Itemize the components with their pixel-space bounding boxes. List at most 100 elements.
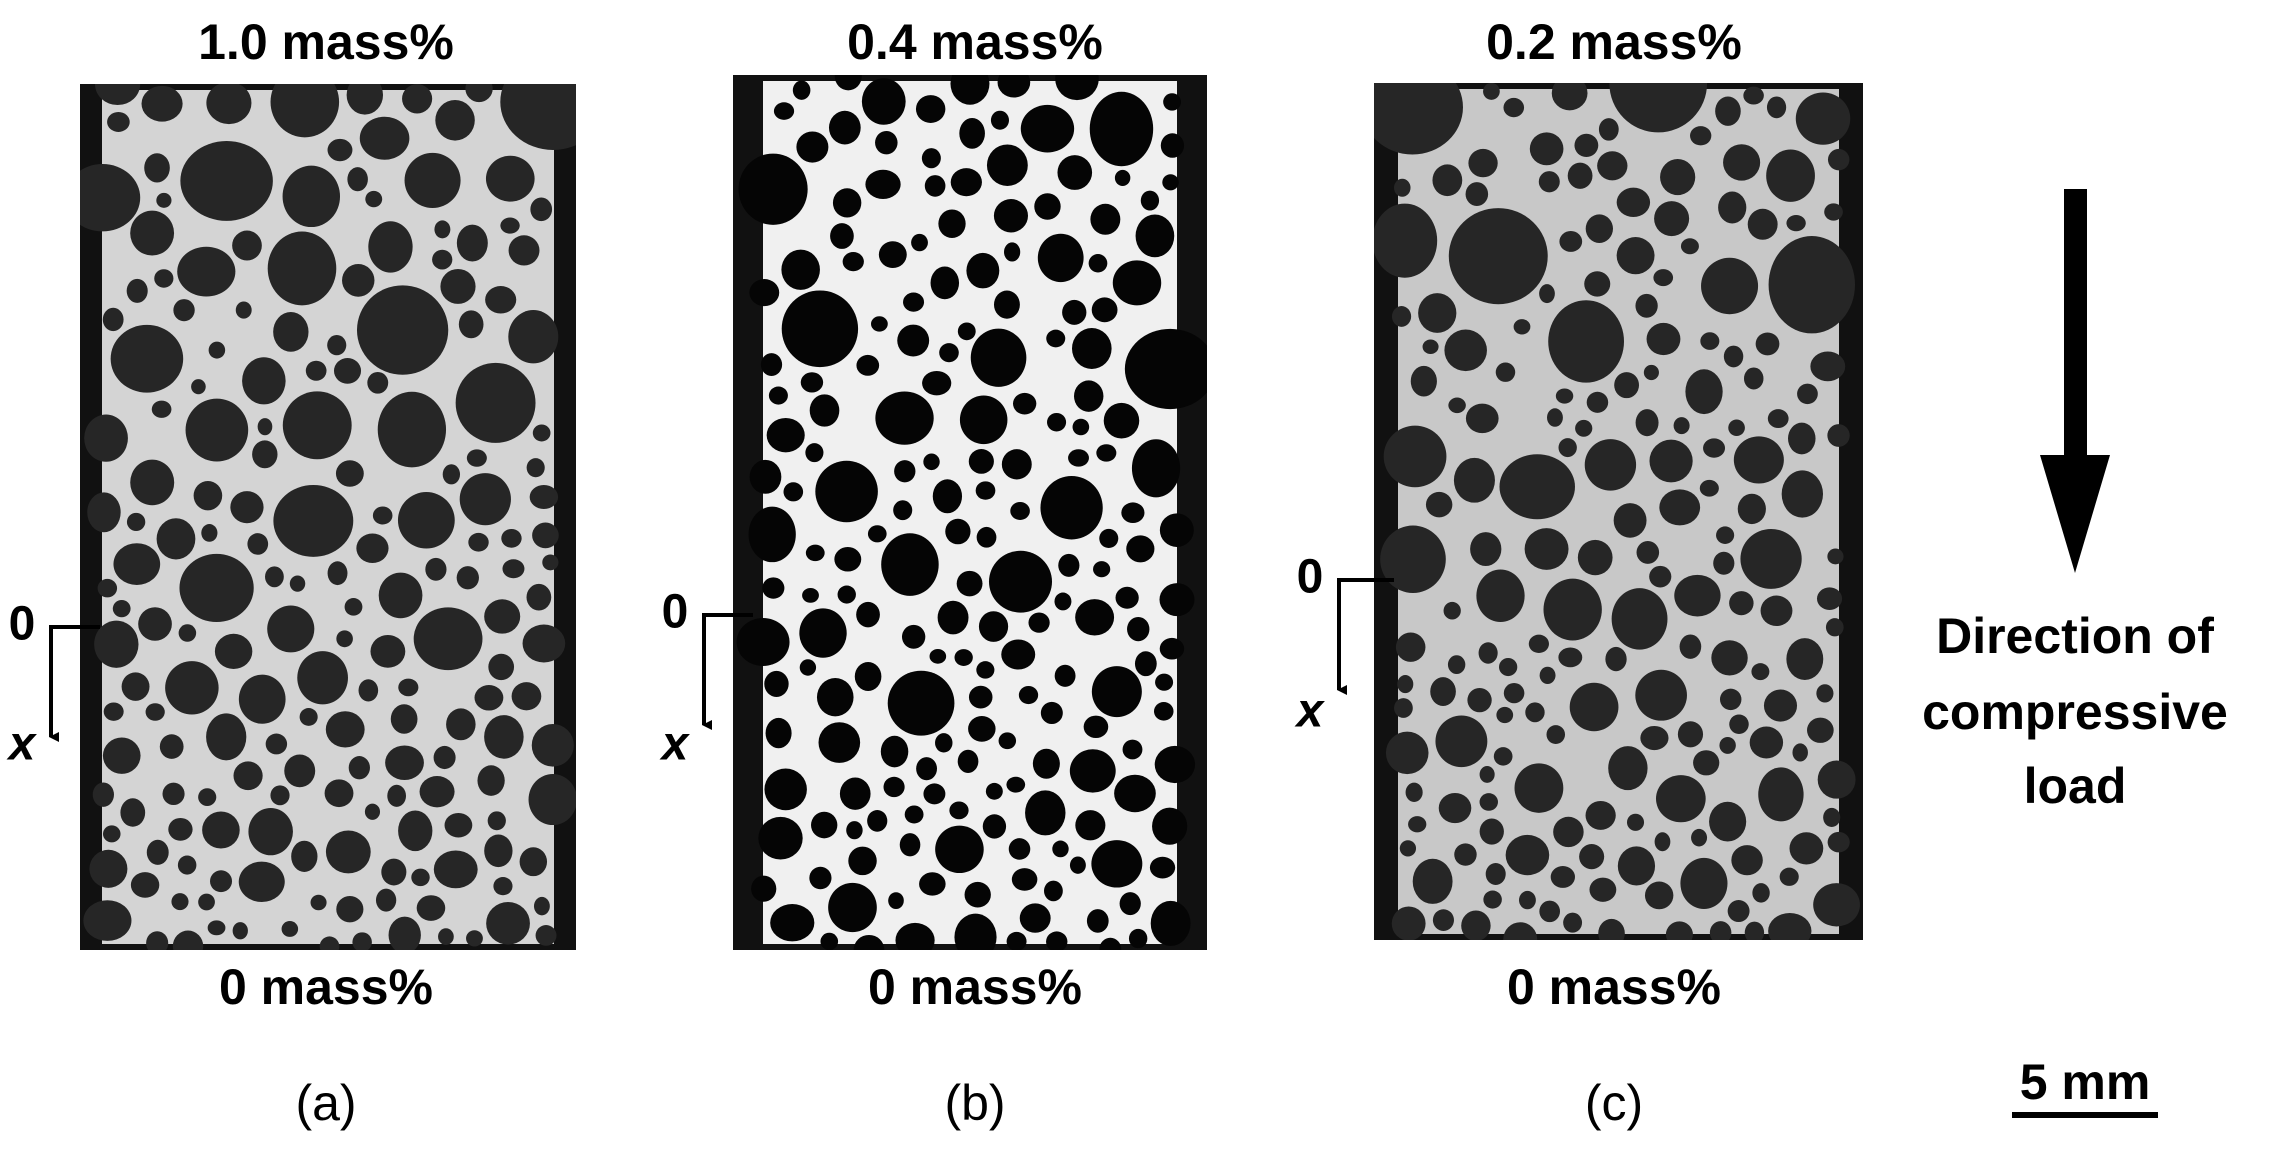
bubble [289,575,306,592]
top-label: 1.0 mass% [198,14,454,70]
bubble [1054,664,1076,687]
bubble [805,443,824,463]
bubble [1395,632,1426,662]
bubble [1649,439,1693,483]
bubble [484,715,524,759]
bubble [102,307,124,332]
bubble [1046,329,1066,348]
bubble [904,805,924,824]
bubble [1786,214,1806,232]
bubble [861,78,906,125]
foam-image: 0.4 mass% 0 mass% (b) 0 x [659,14,1207,1131]
bubble [924,175,946,197]
bubble [201,524,218,542]
bubble [206,84,252,125]
bubble [865,169,901,199]
bubble [1496,706,1514,724]
bubble [1159,583,1195,617]
bubble [1569,682,1619,732]
bubble [1044,880,1063,902]
bubble [508,235,540,266]
bubble [834,75,862,91]
bubble [466,449,487,467]
bubble [235,301,252,319]
bubble [92,782,114,807]
bubble [832,188,862,218]
bubble [310,894,327,911]
bubble [1391,906,1426,940]
bubble [327,138,353,162]
bubble [976,661,995,679]
bubble [1699,479,1719,497]
bubble [542,554,559,571]
origin-label: 0 [9,598,36,651]
bubble [938,209,966,239]
bubble [939,343,959,363]
bubble [1766,149,1815,202]
top-label: 0.2 mass% [1486,14,1742,70]
bubble [1468,148,1498,178]
bubble [466,930,483,947]
bubble [1584,271,1611,297]
bubble [1749,726,1784,759]
bubble [1054,592,1072,611]
bubble [257,418,273,436]
panel-caption: (a) [295,1075,356,1131]
bubble [1729,591,1754,616]
bubble [1448,208,1548,305]
bubble [110,324,184,393]
bubble [916,757,938,781]
bubble [267,605,315,653]
bubble [993,290,1020,319]
bubble [1432,164,1463,197]
bubble [1723,345,1744,368]
bubble [144,153,170,183]
bubble [949,801,969,820]
bubble [1122,739,1143,760]
bubble [265,733,288,755]
bubble [1004,242,1021,262]
bubble [1114,774,1156,813]
bubble [532,424,551,442]
bubble [1034,193,1061,220]
bubble [526,458,545,478]
bubble [998,732,1017,750]
bubble [1478,642,1498,664]
bubble [1153,701,1174,721]
bubble [126,512,146,532]
bubble [1792,743,1808,762]
bottom-label: 0 mass% [1507,959,1721,1015]
bubble [1616,237,1655,275]
bubble [809,866,832,890]
scale-bar [2012,1112,2158,1118]
bubble [921,148,941,169]
bubble [364,803,381,820]
bubble [138,607,172,641]
bubble [1524,528,1569,570]
bubble [1476,569,1525,623]
bubble [440,268,476,304]
bubble [802,588,819,603]
bubble [130,872,160,898]
bubble [367,371,389,394]
bubble [1760,595,1793,627]
bubble [519,847,548,877]
bubble [1438,792,1472,824]
bubble [1374,203,1438,278]
bubble [500,84,576,150]
bubble [945,518,971,545]
bubble [1654,201,1690,237]
bubble [120,798,146,827]
bubble [1140,190,1160,211]
bubble [875,130,898,155]
bubble [1131,439,1181,498]
bubble [1454,843,1477,866]
bubble [359,116,410,160]
bubble [1547,408,1563,427]
bubble [535,925,557,946]
bubble [1816,587,1843,610]
bubble [281,921,299,937]
bubble [846,821,863,840]
bubble [319,936,340,950]
panel-caption: (b) [944,1075,1005,1131]
